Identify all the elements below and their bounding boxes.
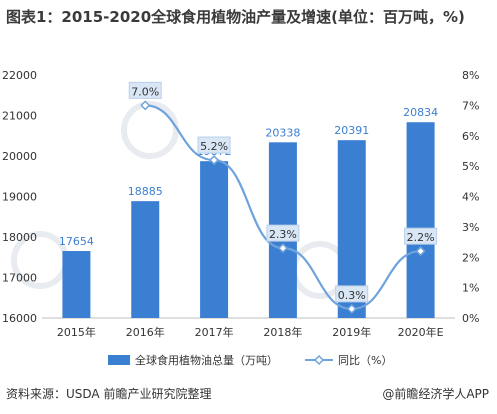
bar (62, 251, 91, 318)
legend-swatch-bar (108, 355, 130, 365)
y-right-tick-label: 2% (462, 251, 479, 264)
legend-marker-line (313, 354, 325, 366)
line-point (415, 246, 426, 257)
line-value-label: 7.0% (131, 85, 159, 98)
bar (131, 201, 160, 318)
line-label-box (404, 227, 438, 245)
watermark-logo (121, 101, 179, 159)
y-left-tick-label: 21000 (2, 110, 37, 123)
legend: 全球食用植物油总量（万吨） 同比（%） (108, 353, 392, 367)
y-left-tick-label: 20000 (2, 150, 37, 163)
line-value-label: 5.2% (200, 140, 228, 153)
legend-label-line: 同比（%） (338, 354, 392, 367)
y-right-tick-label: 7% (462, 99, 479, 112)
y-right-tick-label: 5% (462, 160, 479, 173)
line-label-box (128, 81, 162, 99)
axes: 16000 17000 18000 19000 20000 21000 22000 0% 1% 2… (2, 69, 479, 339)
x-tick-label: 2017年 (195, 325, 234, 339)
x-tick-label: 2015年 (57, 325, 96, 339)
line-value-label: 0.3% (338, 289, 366, 302)
source-note: 资料来源：USDA 前瞻产业研究院整理 (6, 387, 212, 401)
y-left-tick-label: 19000 (2, 191, 37, 204)
y-right-tick-label: 8% (462, 69, 479, 82)
bar-value-label: 20338 (265, 126, 300, 139)
x-tick-label: 2016年 (126, 325, 165, 339)
y-left-tick-label: 18000 (2, 231, 37, 244)
y-left-tick-label: 17000 (2, 272, 37, 285)
y-left-tick-label: 16000 (2, 312, 37, 325)
bar (406, 122, 435, 319)
line-point (277, 243, 288, 254)
line-value-label: 2.3% (269, 228, 297, 241)
y-right-tick-label: 0% (462, 312, 479, 325)
line-label-box (266, 224, 300, 242)
line-label-box (335, 285, 369, 303)
x-tick-label: 2019年 (332, 325, 371, 339)
line-label-box (197, 136, 231, 154)
bar-value-label: 18885 (128, 185, 163, 198)
y-right-tick-label: 4% (462, 191, 479, 204)
line-point (209, 154, 220, 166)
brand-credit: @前瞻经济学人APP (382, 387, 489, 401)
line-point (140, 100, 151, 111)
bar-value-label: 20834 (403, 106, 438, 119)
line-value-label: 2.2% (407, 231, 435, 244)
bar-value-label: 20391 (334, 124, 369, 137)
chart-title: 图表1：2015-2020全球食用植物油产量及增速(单位：百万吨，%) (6, 8, 465, 26)
y-left-tick-label: 22000 (2, 69, 37, 82)
x-tick-label: 2018年 (263, 325, 302, 339)
line-series: 7.0% 5.2% 2.3% 0.3% 2.2% (128, 81, 438, 314)
bar-value-label: 17654 (59, 235, 94, 248)
bar (200, 161, 229, 318)
legend-label-bar: 全球食用植物油总量（万吨） (135, 353, 278, 367)
y-right-tick-label: 3% (462, 221, 479, 234)
x-tick-label: 2020年E (398, 325, 444, 339)
y-right-tick-label: 1% (462, 282, 479, 295)
y-right-tick-label: 6% (462, 130, 479, 143)
line-point (346, 303, 357, 314)
